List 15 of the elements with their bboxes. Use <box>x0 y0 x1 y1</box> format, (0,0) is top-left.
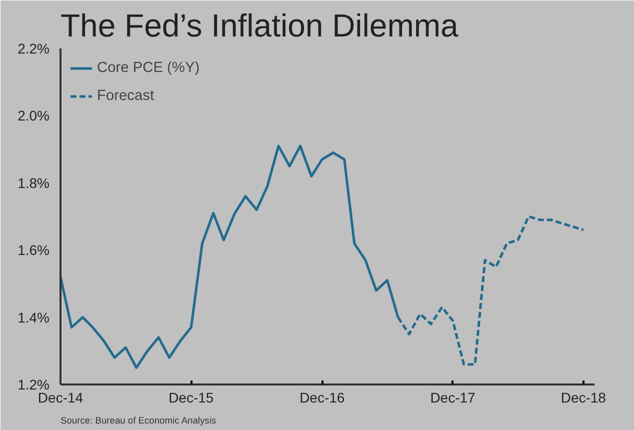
x-tick-label: Dec-17 <box>430 390 476 406</box>
x-tick-label: Dec-15 <box>168 390 214 406</box>
x-tick-label: Dec-14 <box>38 390 84 406</box>
y-tick-label: 2.0% <box>18 108 50 124</box>
y-tick-label: 1.6% <box>18 242 50 258</box>
x-tick-label: Dec-18 <box>560 390 606 406</box>
legend-label: Forecast <box>97 88 154 104</box>
x-tick-label: Dec-16 <box>300 390 345 406</box>
source-note: Source: Bureau of Economic Analysis <box>60 416 216 426</box>
y-tick-label: 1.2% <box>18 376 50 392</box>
legend-label: Core PCE (%Y) <box>97 60 200 76</box>
y-tick-label: 1.4% <box>18 309 50 326</box>
y-tick-label: 1.8% <box>18 174 50 191</box>
chart-title: The Fed’s Inflation Dilemma <box>60 8 458 44</box>
y-tick-label: 2.2% <box>18 40 50 56</box>
